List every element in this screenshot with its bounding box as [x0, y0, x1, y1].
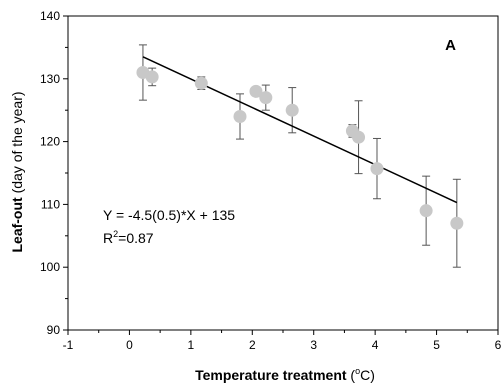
x-tick-label: 3: [310, 338, 317, 352]
y-tick-label: 90: [47, 323, 61, 337]
y-tick-label: 140: [40, 9, 60, 23]
data-point: [233, 109, 247, 123]
data-point: [450, 216, 464, 230]
x-axis-ticks: -1 0 1 2 3 4 5 6: [63, 330, 502, 352]
data-point: [419, 204, 433, 218]
x-axis-title-unit: C): [360, 367, 375, 383]
y-axis-title: Leaf-out (day of the year): [9, 91, 25, 252]
data-point: [249, 84, 263, 98]
data-point: [259, 91, 273, 105]
y-tick-label: 100: [40, 260, 60, 274]
data-points: [136, 66, 464, 230]
data-point: [145, 70, 159, 84]
x-axis-title-open: (: [347, 367, 356, 383]
data-point: [370, 162, 384, 176]
y-axis-ticks: 90 100 110 120 130 140: [40, 9, 68, 337]
regression-equation: Y = -4.5(0.5)*X + 135: [103, 207, 235, 223]
panel-label: A: [445, 37, 456, 54]
x-axis-title: Temperature treatment (oC): [195, 366, 375, 383]
data-point: [352, 130, 366, 144]
data-point: [285, 103, 299, 117]
y-tick-label: 120: [40, 135, 60, 149]
x-tick-label: 1: [188, 338, 195, 352]
x-axis-title-bold: Temperature treatment: [195, 367, 347, 383]
y-axis-title-plain: (day of the year): [9, 91, 25, 197]
r-squared: R2=0.87: [103, 229, 154, 246]
x-tick-label: 6: [495, 338, 502, 352]
r-squared-value: =0.87: [118, 230, 154, 246]
y-axis-title-bold: Leaf-out: [9, 197, 25, 253]
data-point: [194, 76, 208, 90]
x-tick-label: -1: [63, 338, 74, 352]
r-squared-base: R: [103, 230, 113, 246]
y-tick-label: 130: [40, 72, 60, 86]
x-tick-label: 2: [249, 338, 256, 352]
x-tick-label: 4: [372, 338, 379, 352]
x-tick-label: 0: [126, 338, 133, 352]
error-bars: [138, 44, 461, 268]
x-axis-title-degree: o: [355, 366, 360, 376]
x-tick-label: 5: [433, 338, 440, 352]
plot-frame: [67, 15, 499, 331]
y-tick-label: 110: [41, 197, 60, 211]
regression-line: [142, 56, 458, 204]
r-squared-sup: 2: [113, 229, 118, 239]
